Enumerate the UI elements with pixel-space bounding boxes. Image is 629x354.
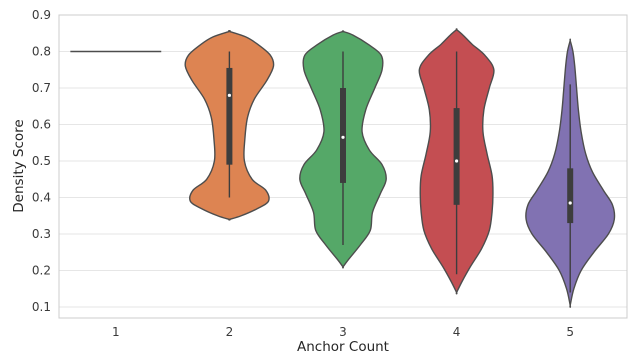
y-tick-label: 0.8 [32, 45, 51, 59]
iqr-box-2 [226, 67, 233, 165]
y-tick-label: 0.5 [32, 154, 51, 168]
x-tick-label: 5 [566, 325, 574, 339]
median-point-5 [568, 201, 572, 205]
x-axis-label: Anchor Count [297, 339, 389, 354]
y-tick-labels: 0.1 0.2 0.3 0.4 0.5 0.6 0.7 0.8 0.9 [32, 8, 51, 314]
iqr-box-4 [453, 108, 460, 205]
x-tick-label: 3 [339, 325, 347, 339]
x-tick-label: 1 [112, 325, 120, 339]
y-tick-label: 0.4 [32, 191, 51, 205]
y-axis-label: Density Score [11, 119, 27, 212]
y-tick-label: 0.6 [32, 118, 51, 132]
y-tick-label: 0.3 [32, 227, 51, 241]
iqr-box-3 [340, 88, 346, 183]
y-tick-label: 0.7 [32, 81, 51, 95]
y-tick-label: 0.9 [32, 8, 51, 22]
median-point-3 [341, 135, 345, 139]
x-tick-labels: 1 2 3 4 5 [112, 325, 574, 339]
inner-boxes [226, 51, 574, 293]
iqr-box-5 [567, 168, 574, 224]
median-point-4 [455, 159, 459, 163]
y-tick-label: 0.2 [32, 264, 51, 278]
x-tick-label: 4 [453, 325, 461, 339]
y-tick-label: 0.1 [32, 300, 51, 314]
x-tick-label: 2 [226, 325, 234, 339]
median-point-2 [227, 93, 231, 97]
plot-frame [58, 14, 628, 319]
